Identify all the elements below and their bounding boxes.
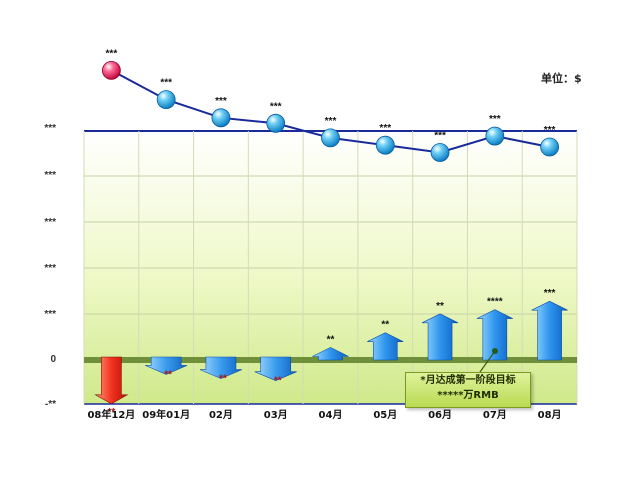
unit-label: 单位：$ xyxy=(541,72,582,85)
y-tick-label: *** xyxy=(44,263,56,274)
line-data-label: *** xyxy=(270,101,282,112)
line-point xyxy=(211,108,231,128)
line-data-label: *** xyxy=(379,123,391,134)
line-point xyxy=(540,137,560,157)
callout-line-1: *月达成第一阶段目标 xyxy=(420,375,516,386)
x-tick-label: 02月 xyxy=(209,409,233,421)
line-data-label: *** xyxy=(215,96,227,107)
bar-data-label: ** xyxy=(274,376,282,387)
y-tick-label: -** xyxy=(45,399,56,410)
x-tick-label: 05月 xyxy=(373,409,397,421)
callout-dot xyxy=(492,348,498,354)
bar-series: **** ** ******** ******* xyxy=(94,288,568,418)
bar-data-label: ** xyxy=(107,407,115,418)
rise-arrow xyxy=(531,300,568,361)
bar-data-label: **** xyxy=(487,297,503,308)
line-data-label: *** xyxy=(489,114,501,125)
rise-arrow xyxy=(367,332,404,361)
y-tick-label: *** xyxy=(44,309,56,320)
callout-line-2: *****万RMB xyxy=(437,390,499,401)
bar-data-label: ** xyxy=(381,320,389,331)
y-tick-label: *** xyxy=(44,123,56,134)
callout-pointer xyxy=(479,350,496,373)
x-tick-label: 04月 xyxy=(319,409,343,421)
rise-arrow xyxy=(312,347,349,361)
y-tick-label: *** xyxy=(44,170,56,181)
line-point xyxy=(321,128,340,148)
x-tick-label: 03月 xyxy=(264,409,288,421)
line-data-label: *** xyxy=(160,78,172,89)
x-axis-labels: 08年12月 09年01月 02月 03月 04月 05月 06月 07月 08月 xyxy=(87,408,561,421)
y-axis-labels: *** *** *** *** *** 0 -** xyxy=(44,123,56,410)
fall-arrow xyxy=(199,356,243,379)
target-callout: *月达成第一阶段目标 *****万RMB xyxy=(405,372,531,408)
x-tick-label: 07月 xyxy=(483,409,507,421)
bar-data-label: ** xyxy=(164,369,172,380)
bar-data-label: ** xyxy=(436,301,444,312)
line-series: *** *** *** *** *** *** *** *** *** xyxy=(101,48,560,162)
bar-data-label: *** xyxy=(544,288,556,299)
line-data-label: *** xyxy=(544,125,556,136)
y-tick-label: *** xyxy=(44,217,56,228)
rise-arrow xyxy=(421,313,459,361)
x-tick-label: 08月 xyxy=(538,409,562,421)
x-tick-label: 06月 xyxy=(428,409,452,421)
bar-data-label: ** xyxy=(327,334,335,345)
bar-data-label: ** xyxy=(219,374,227,385)
x-tick-label: 08年12月 xyxy=(87,408,135,421)
fall-arrow xyxy=(145,356,188,375)
fall-arrow xyxy=(254,356,297,382)
rise-arrow xyxy=(476,309,513,361)
line-point xyxy=(266,113,286,133)
line-point xyxy=(375,135,395,155)
line-data-label: *** xyxy=(325,116,337,127)
line-point xyxy=(101,61,121,80)
line-point xyxy=(156,90,176,109)
line-point xyxy=(430,143,450,162)
x-tick-label: 09年01月 xyxy=(142,408,190,421)
line-data-label: *** xyxy=(106,48,118,59)
line-data-label: *** xyxy=(434,130,446,141)
y-tick-label: 0 xyxy=(50,354,56,365)
line-point xyxy=(485,126,505,146)
fall-arrow-red xyxy=(94,356,129,405)
